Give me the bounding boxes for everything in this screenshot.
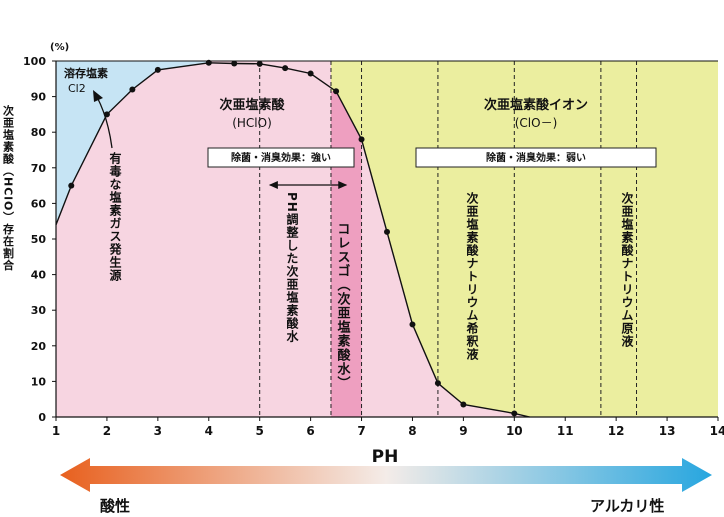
series-line — [55, 62, 530, 418]
effect-strong-label: 除菌・消臭効果：強い — [231, 151, 331, 164]
x-tick-label: 2 — [103, 424, 111, 438]
ph-adjusted-label: PH調整した次亜塩素酸水 — [285, 192, 299, 343]
clo-label: 次亜塩素酸イオン — [484, 97, 588, 113]
toxic-label: 有毒な塩素ガス発生源 — [108, 151, 122, 282]
x-tick-label: 5 — [256, 424, 264, 438]
effect-weak-box — [415, 147, 657, 168]
hclo-formula: (HClO) — [232, 116, 272, 130]
y-unit-label: (%) — [50, 42, 69, 53]
effect-weak-label: 除菌・消臭効果：弱い — [486, 151, 586, 164]
acid-label: 酸性 — [100, 497, 130, 515]
x-tick-label: 7 — [357, 424, 365, 438]
x-tick-label: 10 — [506, 424, 523, 438]
data-point — [333, 88, 340, 95]
x-tick-label: 3 — [154, 424, 162, 438]
data-point — [256, 60, 263, 67]
y-tick-label: 60 — [31, 197, 47, 210]
alkaline-label: アルカリ性 — [590, 497, 664, 515]
data-point — [205, 59, 212, 66]
y-tick-label: 40 — [31, 269, 47, 282]
x-tick-label: 14 — [710, 424, 724, 438]
ph-range-arrow-right — [338, 181, 348, 189]
kolesgo-label: コレスゴ（次亜塩素酸水） — [335, 222, 352, 390]
sodium-dilute-label: 次亜塩素酸ナトリウム希釈液 — [465, 191, 479, 361]
region-hclo-tail — [361, 139, 530, 417]
data-point — [68, 182, 75, 189]
data-point — [434, 380, 441, 387]
x-tick-label: 9 — [459, 424, 467, 438]
y-tick-label: 10 — [31, 375, 47, 388]
y-tick-label: 0 — [38, 411, 46, 424]
data-point — [511, 410, 518, 417]
x-tick-label: 6 — [306, 424, 314, 438]
y-axis-label: 次亜塩素酸（HClO）存在割合 — [2, 104, 16, 272]
data-point — [384, 228, 390, 235]
x-tick-label: 4 — [205, 424, 213, 438]
x-tick-label: 8 — [408, 424, 416, 438]
x-tick-label: 13 — [659, 424, 676, 438]
data-point — [358, 136, 365, 143]
toxic-arrowhead — [93, 90, 103, 102]
chlorine-label: 溶存塩素 — [64, 66, 108, 80]
data-point — [307, 70, 314, 77]
effect-strong-box — [207, 147, 355, 168]
ph-scale-arrow — [60, 458, 712, 492]
y-tick-label: 20 — [31, 340, 47, 353]
sodium-stock-label: 次亜塩素酸ナトリウム原液 — [620, 191, 634, 348]
x-tick-label: 12 — [608, 424, 625, 438]
y-tick-label: 70 — [31, 162, 47, 175]
data-point — [231, 60, 238, 67]
y-tick-label: 90 — [31, 91, 47, 104]
x-tick-label: 11 — [557, 424, 574, 438]
x-tick-label: 1 — [52, 424, 60, 438]
data-point — [129, 86, 136, 93]
ph-range-arrow-left — [268, 181, 278, 189]
data-point — [409, 321, 416, 328]
clo-formula: (ClO－) — [515, 116, 558, 130]
y-tick-label: 50 — [31, 233, 47, 246]
toxic-arrow — [96, 96, 113, 149]
y-tick-label: 30 — [31, 304, 47, 317]
data-point — [282, 65, 289, 72]
chlorine-formula: Cl2 — [68, 82, 86, 95]
y-tick-label: 100 — [23, 55, 46, 68]
hclo-label: 次亜塩素酸 — [219, 97, 285, 113]
region-chlorine — [56, 61, 209, 225]
region-kolesgo-band — [330, 91, 362, 417]
data-point — [460, 401, 467, 408]
y-tick-label: 80 — [31, 126, 47, 139]
x-axis-label: PH — [372, 447, 399, 467]
data-point — [154, 66, 161, 73]
